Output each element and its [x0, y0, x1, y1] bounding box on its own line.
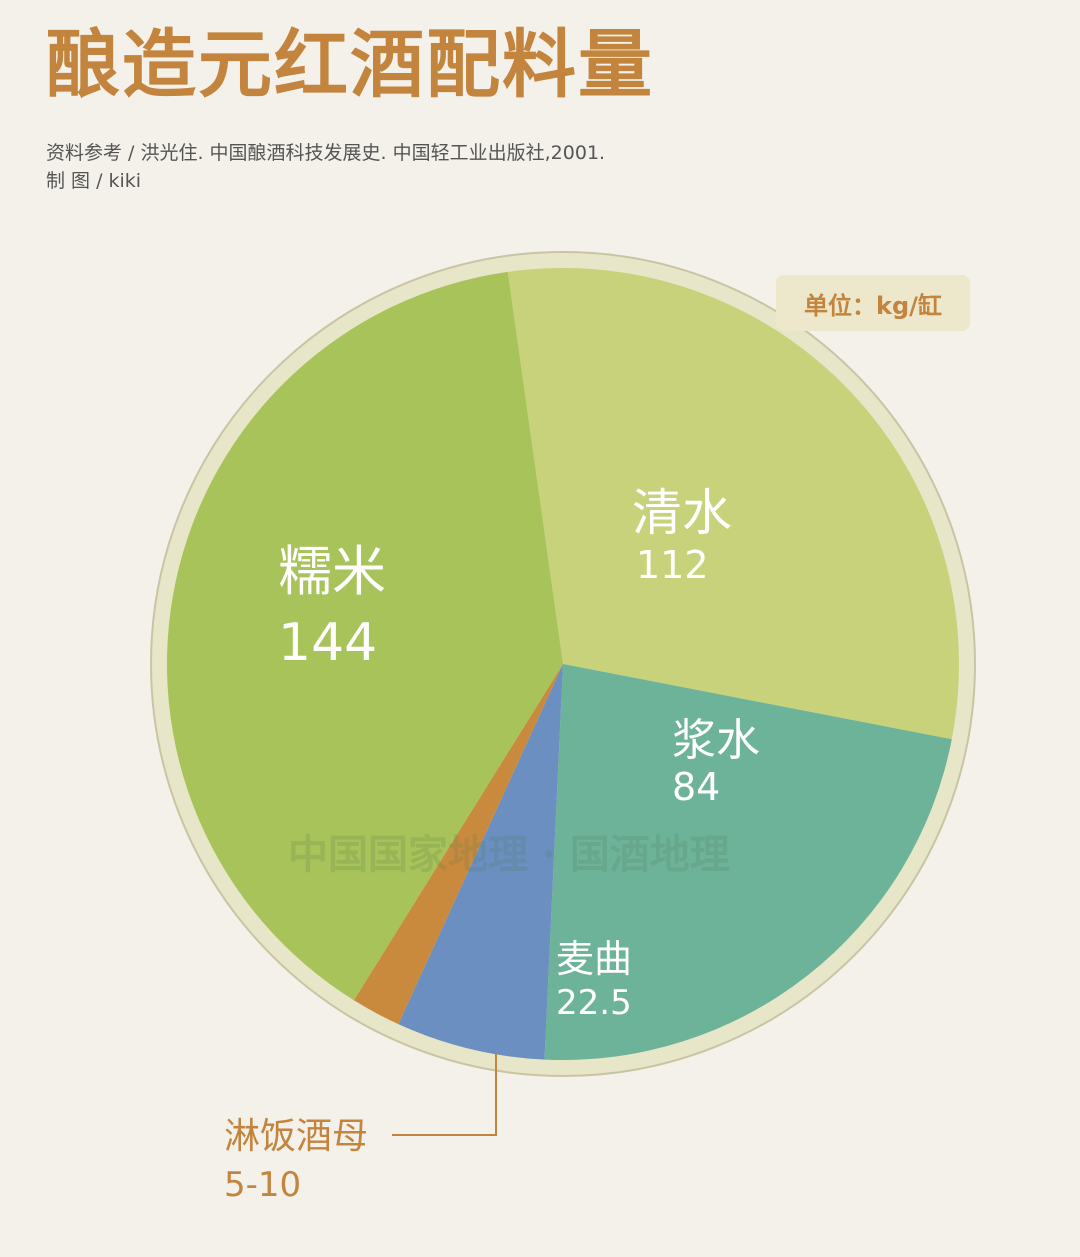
- watermark: 中国国家地理 · 国酒地理: [288, 831, 730, 878]
- label-slurry-name: 浆水: [672, 715, 760, 766]
- slice-koji: [398, 664, 563, 1060]
- label-slurry-value: 84: [672, 765, 720, 809]
- starter-leader-line: [392, 1054, 497, 1136]
- source-note: 资料参考 / 洪光住. 中国酿酒科技发展史. 中国轻工业出版社,2001.: [46, 142, 606, 164]
- label-water-value: 112: [636, 543, 709, 587]
- slice-starter: [353, 664, 563, 1025]
- unit-label: 单位：kg/缸: [776, 275, 970, 331]
- label-starter-name: 淋饭酒母: [224, 1116, 368, 1157]
- label-koji-name: 麦曲: [556, 937, 632, 981]
- label-starter-value: 5-10: [224, 1165, 301, 1205]
- label-water-name: 清水: [632, 484, 732, 542]
- maker-note: 制 图 / kiki: [46, 170, 142, 192]
- slice-water: [507, 267, 960, 740]
- slice-rice: [166, 271, 563, 1001]
- label-koji-value: 22.5: [556, 983, 632, 1023]
- label-rice-value: 144: [278, 613, 377, 673]
- chart-title: 酿造元红酒配料量: [46, 22, 654, 108]
- slice-slurry: [544, 664, 952, 1061]
- label-rice-name: 糯米: [278, 540, 386, 603]
